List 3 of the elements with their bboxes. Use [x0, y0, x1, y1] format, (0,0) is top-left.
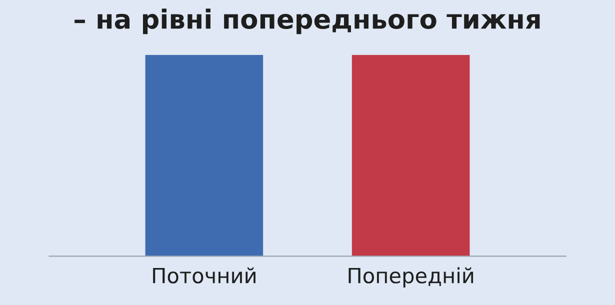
- x-tick-label: Поточний: [153, 267, 256, 284]
- chart-title: – на рівні попереднього тижня: [74, 8, 540, 34]
- x-tick-label: Попередній: [348, 267, 474, 288]
